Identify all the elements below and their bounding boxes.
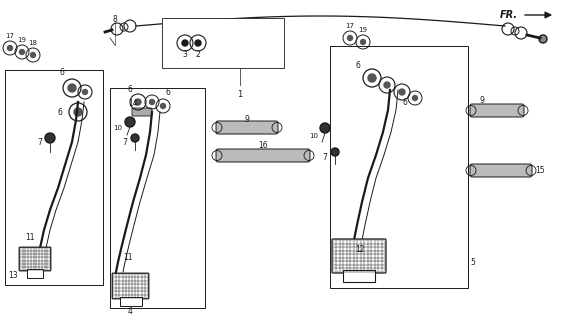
- Bar: [5, 70, 103, 285]
- FancyBboxPatch shape: [216, 149, 310, 162]
- Circle shape: [7, 45, 13, 51]
- Text: 9: 9: [245, 115, 249, 124]
- Bar: [330, 46, 468, 288]
- Circle shape: [413, 95, 418, 100]
- Circle shape: [131, 134, 139, 142]
- Circle shape: [320, 123, 330, 133]
- FancyBboxPatch shape: [132, 108, 152, 116]
- Circle shape: [331, 148, 339, 156]
- Text: 8: 8: [113, 15, 117, 24]
- Bar: [343, 270, 375, 282]
- Text: 17: 17: [6, 33, 14, 39]
- Text: 1: 1: [237, 90, 242, 99]
- Circle shape: [160, 103, 166, 108]
- Text: 6: 6: [128, 85, 132, 94]
- Text: 10: 10: [309, 133, 318, 139]
- Bar: [120, 297, 142, 306]
- Text: FR.: FR.: [500, 10, 518, 20]
- Text: 19: 19: [18, 37, 26, 43]
- Circle shape: [539, 35, 547, 43]
- Circle shape: [195, 40, 201, 46]
- Circle shape: [384, 82, 390, 88]
- Circle shape: [30, 52, 36, 58]
- Text: 12: 12: [355, 245, 365, 254]
- Text: 5: 5: [470, 258, 475, 267]
- Text: 7: 7: [122, 138, 127, 147]
- Text: 7: 7: [37, 138, 42, 147]
- Circle shape: [368, 74, 376, 82]
- Text: 4: 4: [128, 307, 132, 316]
- Text: 6: 6: [57, 108, 62, 116]
- Circle shape: [74, 108, 82, 116]
- Bar: [110, 88, 205, 308]
- Text: 7: 7: [322, 153, 327, 162]
- Circle shape: [347, 36, 352, 41]
- FancyBboxPatch shape: [112, 273, 149, 299]
- Text: 6: 6: [403, 98, 407, 107]
- Text: 15: 15: [535, 165, 544, 174]
- Text: 18: 18: [29, 40, 37, 46]
- Text: 2: 2: [195, 50, 201, 59]
- Text: 6: 6: [356, 61, 360, 70]
- Circle shape: [150, 100, 155, 105]
- Circle shape: [83, 90, 88, 94]
- Text: 10: 10: [113, 125, 122, 131]
- Circle shape: [125, 117, 135, 127]
- Text: 16: 16: [258, 141, 268, 150]
- FancyBboxPatch shape: [470, 104, 524, 117]
- Circle shape: [68, 84, 76, 92]
- FancyBboxPatch shape: [216, 121, 278, 134]
- Text: 6: 6: [60, 68, 64, 77]
- Text: 3: 3: [183, 50, 187, 59]
- Circle shape: [399, 89, 405, 95]
- FancyBboxPatch shape: [19, 247, 51, 271]
- Circle shape: [45, 133, 55, 143]
- Text: 14: 14: [128, 99, 138, 108]
- Text: 11: 11: [25, 233, 35, 242]
- Text: 19: 19: [359, 27, 367, 33]
- FancyBboxPatch shape: [332, 239, 386, 273]
- Text: 13: 13: [9, 271, 18, 280]
- Bar: [162, 18, 284, 68]
- Circle shape: [135, 99, 141, 105]
- Text: 17: 17: [346, 23, 355, 29]
- Text: 6: 6: [166, 88, 170, 97]
- Circle shape: [182, 40, 188, 46]
- Text: 9: 9: [480, 96, 484, 105]
- Bar: [27, 269, 43, 278]
- Circle shape: [360, 39, 366, 44]
- Circle shape: [19, 50, 25, 54]
- Text: 11: 11: [123, 253, 133, 262]
- FancyBboxPatch shape: [470, 164, 532, 177]
